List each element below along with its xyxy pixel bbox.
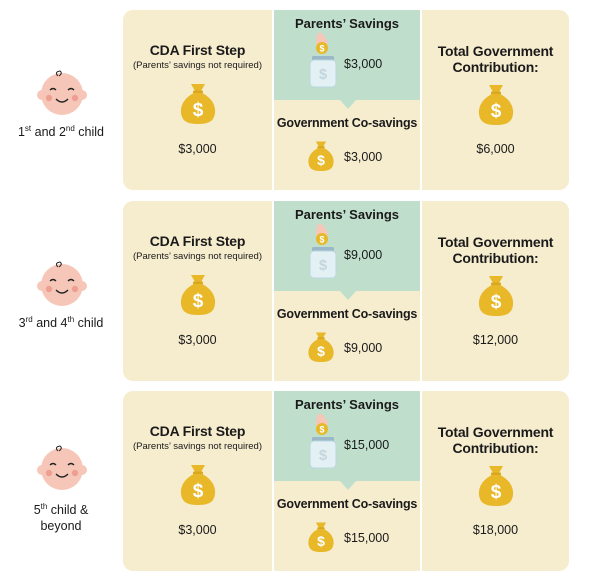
parents-savings-amount: $15,000 — [344, 438, 390, 452]
first-step-note: (Parents’ savings not required) — [132, 441, 262, 452]
child-tier-1: 1st and 2nd child — [6, 10, 116, 190]
co-savings-title: Government Co-savings — [276, 497, 418, 511]
co-savings-amount: $9,000 — [344, 341, 383, 355]
total-contribution-panel: Total Government Contribution: $ $12,000 — [422, 201, 569, 381]
svg-text:$: $ — [193, 291, 204, 312]
co-savings-title: Government Co-savings — [276, 116, 418, 130]
child-tier-3: 5th child & beyond — [6, 391, 116, 571]
parents-savings-title: Parents’ Savings — [294, 397, 400, 412]
money-bag-icon: $ — [180, 275, 216, 315]
money-bag-icon: $ — [478, 276, 514, 316]
child-tier-2: 3rd and 4th child — [6, 201, 116, 381]
svg-text:$: $ — [319, 235, 324, 245]
svg-text:$: $ — [319, 44, 324, 54]
first-step-amount: $3,000 — [178, 523, 217, 537]
savings-jar-icon: $ $ — [309, 413, 337, 469]
svg-text:$: $ — [319, 66, 328, 83]
savings-jar-icon: $ $ — [309, 223, 337, 279]
first-step-title: CDA First Step — [149, 423, 246, 439]
baby-face-icon — [37, 70, 87, 115]
cda-first-step-panel: CDA First Step (Parents’ savings not req… — [123, 10, 272, 190]
parents-savings-panel: Parents’ Savings $ $ $9,000 — [274, 201, 420, 291]
first-step-amount: $3,000 — [178, 142, 217, 156]
total-contribution-title: Total Government Contribution: — [437, 424, 554, 456]
money-bag-icon: $ — [308, 141, 334, 171]
total-contribution-amount: $6,000 — [476, 142, 515, 156]
savings-jar-icon: $ $ — [309, 32, 337, 88]
baby-face-icon — [37, 445, 87, 490]
savings-panel: Parents’ Savings $ $ $3,000 Government C… — [274, 10, 420, 190]
tier-row-3: 5th child & beyond CDA First Step (Parent… — [0, 391, 592, 571]
parents-savings-title: Parents’ Savings — [294, 207, 400, 222]
svg-text:$: $ — [193, 481, 204, 502]
money-bag-icon: $ — [478, 85, 514, 125]
first-step-title: CDA First Step — [149, 42, 246, 58]
cda-first-step-panel: CDA First Step (Parents’ savings not req… — [123, 201, 272, 381]
svg-text:$: $ — [319, 447, 328, 464]
total-contribution-panel: Total Government Contribution: $ $18,000 — [422, 391, 569, 571]
benefit-card: CDA First Step (Parents’ savings not req… — [123, 201, 569, 381]
tier-row-2: 3rd and 4th child CDA First Step (Parent… — [0, 201, 592, 381]
svg-text:$: $ — [491, 101, 502, 122]
svg-text:$: $ — [317, 152, 325, 168]
column-divider — [420, 201, 422, 381]
child-order-label: 5th child & beyond — [33, 502, 89, 534]
co-savings-amount: $3,000 — [344, 150, 383, 164]
savings-panel: Parents’ Savings $ $ $15,000 Government … — [274, 391, 420, 571]
parents-savings-amount: $9,000 — [344, 248, 383, 262]
savings-panel: Parents’ Savings $ $ $9,000 Government C… — [274, 201, 420, 381]
tier-row-1: 1st and 2nd child CDA First Step (Parent… — [0, 10, 592, 190]
svg-text:$: $ — [491, 292, 502, 313]
cda-first-step-panel: CDA First Step (Parents’ savings not req… — [123, 391, 272, 571]
co-savings-title: Government Co-savings — [276, 307, 418, 321]
speech-pointer — [340, 481, 356, 490]
svg-text:$: $ — [317, 533, 325, 549]
money-bag-icon: $ — [308, 332, 334, 362]
first-step-note: (Parents’ savings not required) — [132, 251, 262, 262]
column-divider — [272, 391, 274, 571]
svg-text:$: $ — [317, 343, 325, 359]
money-bag-icon: $ — [180, 465, 216, 505]
parents-savings-panel: Parents’ Savings $ $ $15,000 — [274, 391, 420, 481]
first-step-amount: $3,000 — [178, 333, 217, 347]
parents-savings-panel: Parents’ Savings $ $ $3,000 — [274, 10, 420, 100]
svg-text:$: $ — [193, 100, 204, 121]
co-savings-amount: $15,000 — [344, 531, 390, 545]
child-order-label: 1st and 2nd child — [17, 124, 105, 140]
total-contribution-amount: $18,000 — [472, 523, 519, 537]
svg-text:$: $ — [319, 425, 324, 435]
parents-savings-amount: $3,000 — [344, 57, 383, 71]
total-contribution-title: Total Government Contribution: — [437, 43, 554, 75]
svg-text:$: $ — [319, 257, 328, 274]
benefit-card: CDA First Step (Parents’ savings not req… — [123, 391, 569, 571]
column-divider — [420, 391, 422, 571]
baby-face-icon — [37, 261, 87, 306]
child-order-label: 3rd and 4th child — [18, 315, 104, 331]
total-contribution-panel: Total Government Contribution: $ $6,000 — [422, 10, 569, 190]
total-contribution-amount: $12,000 — [472, 333, 519, 347]
first-step-note: (Parents’ savings not required) — [132, 60, 262, 71]
speech-pointer — [340, 100, 356, 109]
parents-savings-title: Parents’ Savings — [294, 16, 400, 31]
money-bag-icon: $ — [180, 84, 216, 124]
money-bag-icon: $ — [308, 522, 334, 552]
first-step-title: CDA First Step — [149, 233, 246, 249]
svg-text:$: $ — [491, 482, 502, 503]
speech-pointer — [340, 291, 356, 300]
benefit-card: CDA First Step (Parents’ savings not req… — [123, 10, 569, 190]
column-divider — [420, 10, 422, 190]
money-bag-icon: $ — [478, 466, 514, 506]
column-divider — [272, 201, 274, 381]
total-contribution-title: Total Government Contribution: — [437, 234, 554, 266]
column-divider — [272, 10, 274, 190]
